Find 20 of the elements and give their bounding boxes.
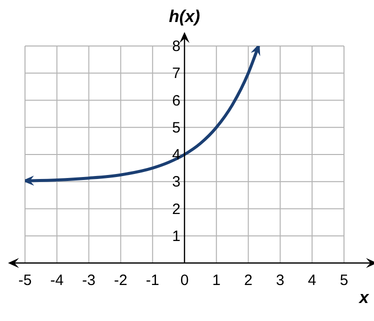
x-tick-label: 3 xyxy=(276,272,284,289)
y-tick-label: 2 xyxy=(172,200,180,218)
x-tick-label: -3 xyxy=(82,272,96,289)
x-tick-label: 2 xyxy=(244,272,252,289)
x-axis-title: x xyxy=(358,288,370,307)
x-tick-label: -4 xyxy=(50,272,64,289)
y-tick-label: 8 xyxy=(172,38,180,55)
y-tick-label: 5 xyxy=(172,119,180,136)
x-tick-label: 4 xyxy=(308,272,316,289)
x-tick-label: -2 xyxy=(114,272,128,289)
y-tick-label: 6 xyxy=(172,92,180,110)
y-axis-title: h(x) xyxy=(168,7,200,26)
x-tick-label: 1 xyxy=(212,272,221,289)
y-tick-label: 3 xyxy=(172,174,180,191)
y-tick-label: 1 xyxy=(172,228,180,245)
x-tick-label: -1 xyxy=(146,272,160,289)
y-tick-label: 7 xyxy=(172,65,180,82)
x-tick-label: 0 xyxy=(180,272,189,289)
x-tick-label: 5 xyxy=(340,272,348,289)
x-tick-label: -5 xyxy=(18,272,32,289)
